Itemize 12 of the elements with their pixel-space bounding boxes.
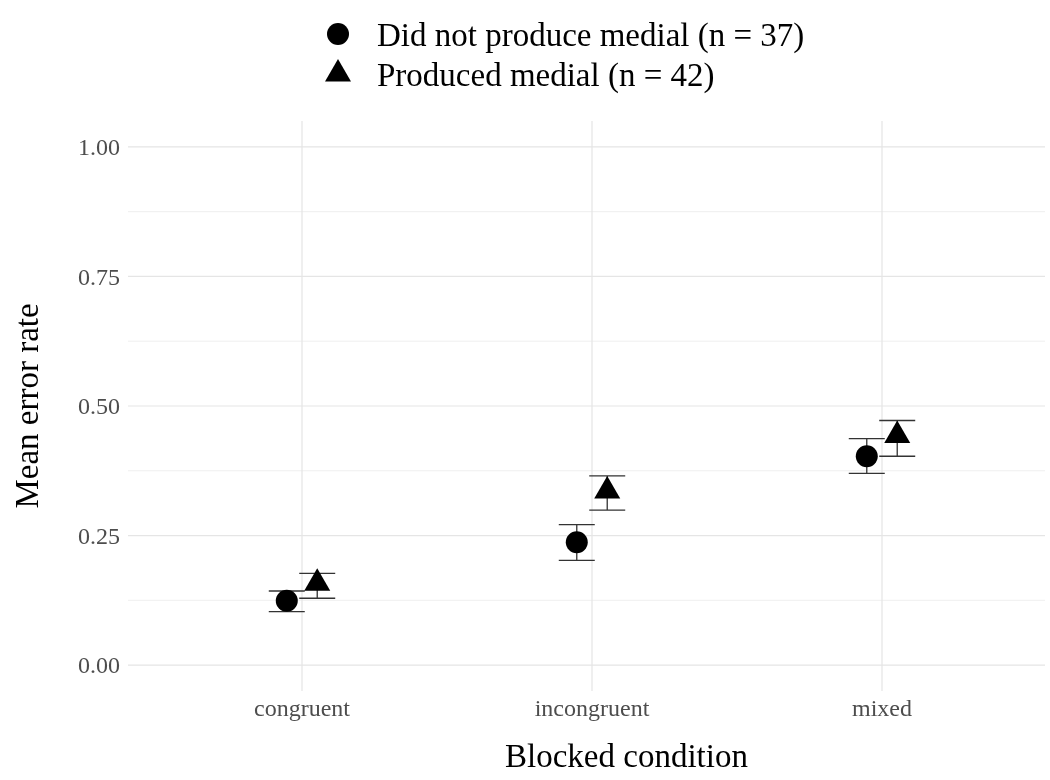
y-tick-label: 0.50 (78, 393, 120, 420)
y-tick-label: 0.25 (78, 522, 120, 549)
y-axis-title: Mean error rate (9, 303, 45, 509)
x-tick-label: mixed (852, 695, 912, 721)
x-axis-title: Blocked condition (505, 738, 748, 774)
x-tick-label: congruent (254, 695, 351, 721)
y-tick-label: 0.75 (78, 263, 120, 290)
y-tick-label: 1.00 (78, 134, 120, 161)
x-tick-label: incongruent (534, 695, 650, 721)
y-tick-label: 0.00 (78, 652, 120, 679)
legend-label: Did not produce medial (n = 37) (377, 16, 805, 54)
legend-label: Produced medial (n = 42) (377, 56, 715, 94)
